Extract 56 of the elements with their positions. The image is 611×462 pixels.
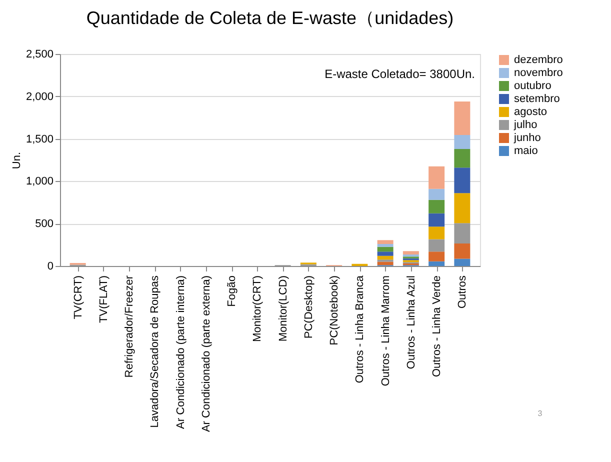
x-tick-label: Ar Condicionado (parte externa) xyxy=(200,276,212,432)
bar xyxy=(454,134,470,149)
x-tick-label: Outros xyxy=(456,275,469,309)
y-tick-label: 1,500 xyxy=(26,133,54,146)
bar xyxy=(377,256,394,260)
x-tick-label: Outros - Linha Azul xyxy=(405,276,418,370)
legend-label: julho xyxy=(513,119,538,131)
legend-label: setembro xyxy=(514,93,560,105)
chart-title: Quantidade de Coleta de E-waste（unidades) xyxy=(86,8,454,28)
bar xyxy=(428,226,445,240)
bar xyxy=(377,244,394,247)
legend-label: dezembro xyxy=(514,54,563,66)
annotation: E-waste Coletado= 3800Un. xyxy=(324,67,475,81)
bar xyxy=(454,193,470,224)
x-tick-label: Refrigerador/Freezer xyxy=(124,275,136,378)
x-tick-label: PC(Desktop) xyxy=(302,276,315,338)
y-tick-label: 2,000 xyxy=(26,90,54,103)
y-axis-title: Un. xyxy=(10,152,23,170)
x-tick-label: Fogão xyxy=(226,276,238,307)
bar xyxy=(428,200,445,214)
bar xyxy=(454,148,470,168)
y-tick-label: 2,500 xyxy=(26,48,54,60)
x-tick-label: TV(FLAT) xyxy=(98,276,110,323)
bar xyxy=(454,168,470,194)
x-tick-label: Ar Condicionado (parte interna) xyxy=(174,276,187,429)
bar xyxy=(428,252,445,262)
x-tick-label: Lavadora/Secadora de Roupas xyxy=(149,275,162,428)
x-tick-label: Outros - Linha Verde xyxy=(431,276,444,378)
bar xyxy=(377,240,394,244)
y-tick-label: 1,000 xyxy=(26,176,54,188)
legend-label: novembro xyxy=(514,67,563,79)
bar xyxy=(454,101,470,135)
bar xyxy=(428,166,445,189)
x-tick-label: Monitor(CRT) xyxy=(252,276,264,342)
bar xyxy=(454,223,470,244)
bar xyxy=(428,188,445,200)
bar xyxy=(402,251,419,255)
text: 3 xyxy=(538,409,543,418)
legend-label: agosto xyxy=(514,106,548,118)
x-tick-label: Monitor(LCD) xyxy=(277,276,290,342)
legend-label: outubro xyxy=(514,80,552,92)
bar xyxy=(428,239,445,252)
legend-label: maio xyxy=(514,145,538,157)
y-tick-label: 500 xyxy=(35,218,54,230)
x-tick-label: PC(Notebook) xyxy=(328,276,341,346)
bar xyxy=(454,258,470,266)
y-tick-label: 0 xyxy=(47,260,54,272)
bar xyxy=(377,252,394,256)
bar xyxy=(377,246,394,252)
x-tick-label: Outros - Linha Marrom xyxy=(380,276,392,386)
x-tick-label: Outros - Linha Branca xyxy=(354,274,366,384)
bar xyxy=(428,213,445,227)
bar xyxy=(428,261,445,266)
bar xyxy=(454,244,470,259)
legend-label: junho xyxy=(513,132,541,144)
x-tick-label: TV(CRT) xyxy=(72,276,84,320)
